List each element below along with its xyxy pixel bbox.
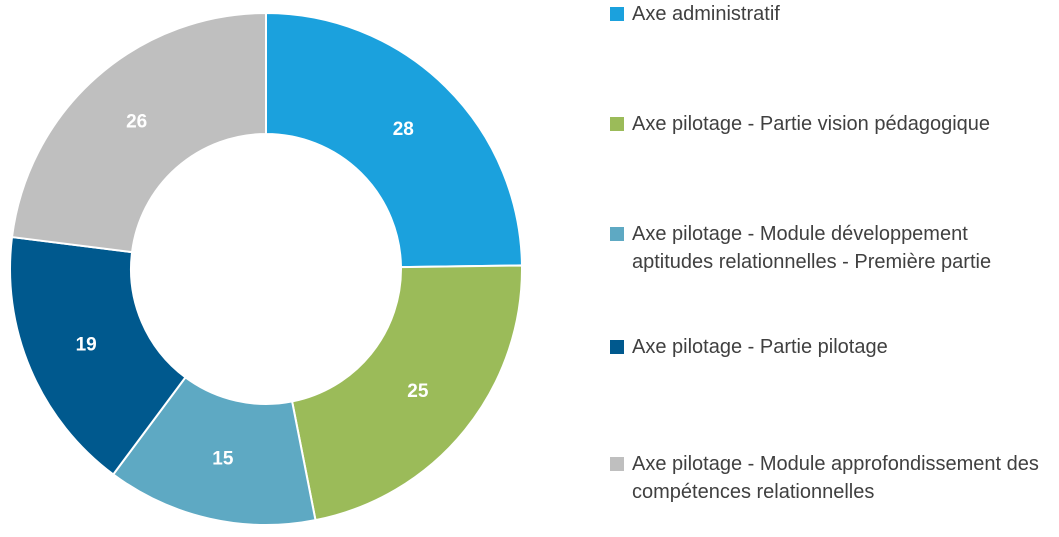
data-label: 15 — [212, 449, 234, 470]
data-label: 26 — [126, 111, 147, 132]
legend-swatch — [610, 340, 624, 354]
legend-label: Axe pilotage - Module développement apti… — [632, 223, 992, 273]
legend-label: Axe administratif — [632, 3, 780, 25]
legend-entry: Axe pilotage - Partie vision pédagogique — [610, 110, 1050, 138]
slice — [10, 11, 267, 254]
legend-entry: Axe administratif — [610, 0, 1050, 28]
legend-swatch — [610, 7, 624, 21]
slice — [290, 264, 523, 522]
legend-swatch — [610, 227, 624, 241]
slice — [9, 235, 187, 476]
legend-swatch — [610, 117, 624, 131]
legend-label: Axe pilotage - Module approfondissement … — [632, 453, 1039, 503]
slice — [111, 375, 317, 526]
legend-entry: Axe pilotage - Module approfondissement … — [610, 450, 1050, 506]
legend-swatch — [610, 457, 624, 471]
legend-label: Axe pilotage - Partie vision pédagogique — [632, 113, 991, 135]
legend-entry: Axe pilotage - Module développement apti… — [610, 220, 1050, 276]
data-label: 25 — [407, 381, 429, 402]
legend-entry: Axe pilotage - Partie pilotage — [610, 333, 1050, 361]
legend-label: Axe pilotage - Partie pilotage — [632, 336, 888, 358]
data-label: 28 — [393, 119, 414, 140]
data-label: 19 — [76, 335, 97, 356]
slice — [265, 11, 523, 269]
